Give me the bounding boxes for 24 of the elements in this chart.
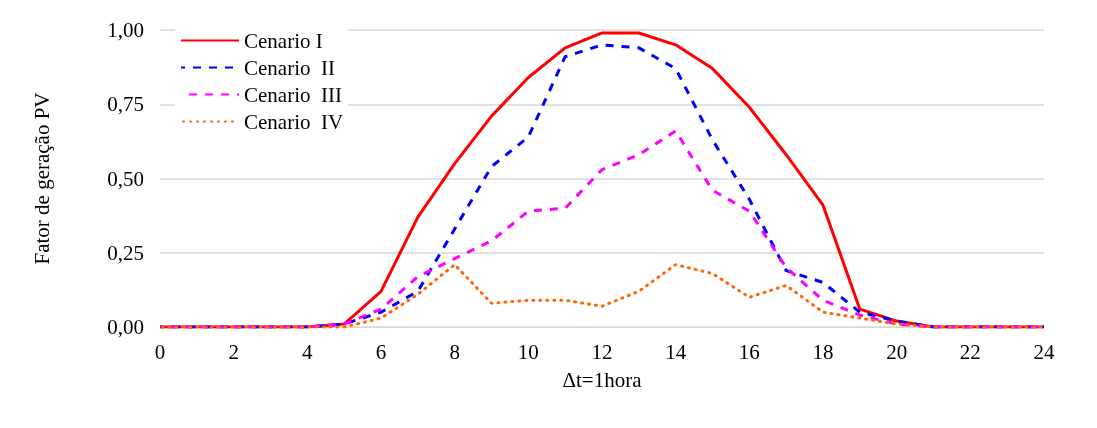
- x-tick-label: 12: [591, 339, 613, 364]
- x-axis-title: Δt=1hora: [562, 367, 643, 392]
- x-tick-label: 18: [812, 339, 834, 364]
- y-axis-title: Fator de geração PV: [29, 92, 54, 265]
- x-tick-label: 4: [302, 339, 314, 364]
- x-tick-label: 16: [738, 339, 760, 364]
- y-tick-label: 0,75: [107, 92, 144, 117]
- x-tick-label: 14: [665, 339, 687, 364]
- x-tick-label: 8: [449, 339, 460, 364]
- y-tick-label: 0,50: [107, 166, 144, 191]
- y-tick-label: 0,00: [107, 315, 144, 339]
- x-tick-label: 6: [375, 339, 387, 364]
- x-tick-label: 10: [517, 339, 539, 364]
- x-tick-label: 24: [1033, 339, 1055, 364]
- y-tick-label: 0,25: [107, 240, 144, 265]
- x-tick-label: 2: [228, 339, 239, 364]
- legend-label: Cenario IV: [244, 109, 344, 134]
- x-tick-label: 0: [154, 339, 166, 364]
- x-tick-label: 20: [886, 339, 908, 364]
- legend-label: Cenario III: [244, 82, 342, 107]
- legend-label: Cenario II: [244, 55, 335, 80]
- x-tick-label: 22: [959, 339, 981, 364]
- y-tick-label: 1,00: [107, 18, 144, 42]
- legend-label: Cenario I: [244, 28, 323, 53]
